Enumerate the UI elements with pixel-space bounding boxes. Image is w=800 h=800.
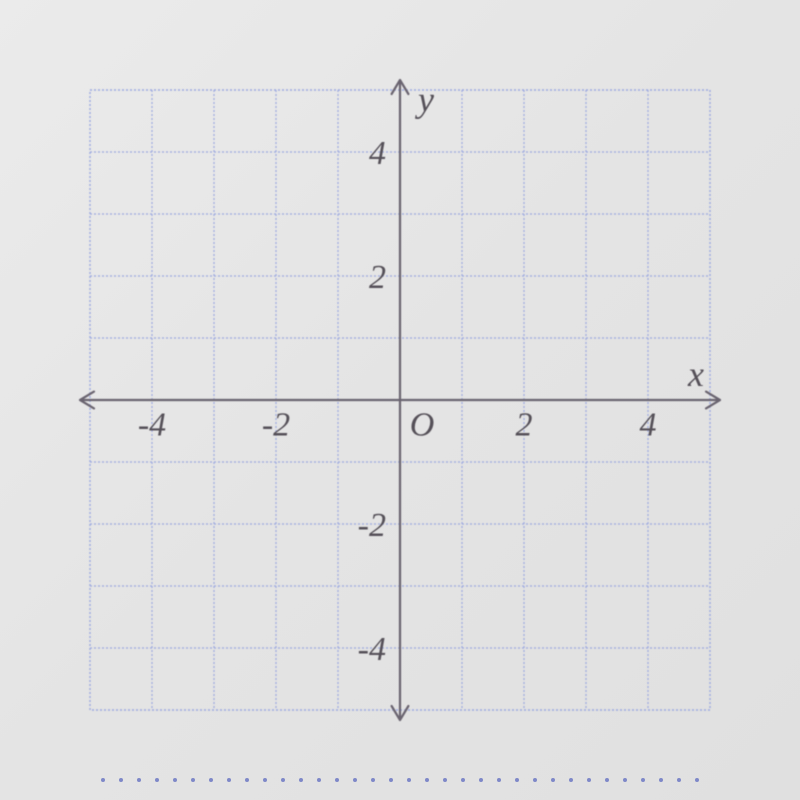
footer-dot — [335, 778, 339, 782]
footer-dot — [533, 778, 537, 782]
footer-dot — [515, 778, 519, 782]
footer-dot — [587, 778, 591, 782]
footer-dot — [353, 778, 357, 782]
x-tick-label: -4 — [138, 407, 166, 444]
footer-dot — [641, 778, 645, 782]
x-tick-label: 2 — [516, 407, 533, 444]
y-tick-label: -2 — [358, 507, 386, 544]
footer-dot — [137, 778, 141, 782]
footer-dot — [245, 778, 249, 782]
y-tick-label: -4 — [358, 631, 386, 668]
paper-background: -4 -2 2 4 4 2 -2 -4 Ox y — [0, 0, 800, 800]
y-tick-label: 2 — [369, 259, 386, 296]
footer-dot — [119, 778, 123, 782]
footer-dot — [389, 778, 393, 782]
footer-dot — [209, 778, 213, 782]
footer-dot — [227, 778, 231, 782]
footer-dot — [443, 778, 447, 782]
footer-dot — [371, 778, 375, 782]
x-tick-label: 4 — [640, 407, 657, 444]
footer-dot — [299, 778, 303, 782]
footer-dots — [0, 778, 800, 782]
footer-dot — [677, 778, 681, 782]
footer-dot — [659, 778, 663, 782]
footer-dot — [479, 778, 483, 782]
coordinate-plane-svg: -4 -2 2 4 4 2 -2 -4 Ox y — [66, 66, 734, 734]
origin-label: O — [410, 407, 435, 444]
footer-dot — [551, 778, 555, 782]
footer-dot — [569, 778, 573, 782]
footer-dot — [461, 778, 465, 782]
footer-dot — [623, 778, 627, 782]
footer-dot — [155, 778, 159, 782]
y-tick-label: 4 — [369, 135, 386, 172]
x-axis-label: x — [687, 354, 704, 394]
y-axis-label: y — [415, 80, 434, 120]
footer-dot — [173, 778, 177, 782]
footer-dot — [317, 778, 321, 782]
footer-dot — [191, 778, 195, 782]
footer-dot — [101, 778, 105, 782]
footer-dot — [281, 778, 285, 782]
footer-dot — [497, 778, 501, 782]
footer-dot — [425, 778, 429, 782]
footer-dot — [263, 778, 267, 782]
x-tick-label: -2 — [262, 407, 290, 444]
footer-dot — [605, 778, 609, 782]
footer-dot — [407, 778, 411, 782]
footer-dot — [695, 778, 699, 782]
coordinate-plane: -4 -2 2 4 4 2 -2 -4 Ox y — [66, 66, 734, 734]
